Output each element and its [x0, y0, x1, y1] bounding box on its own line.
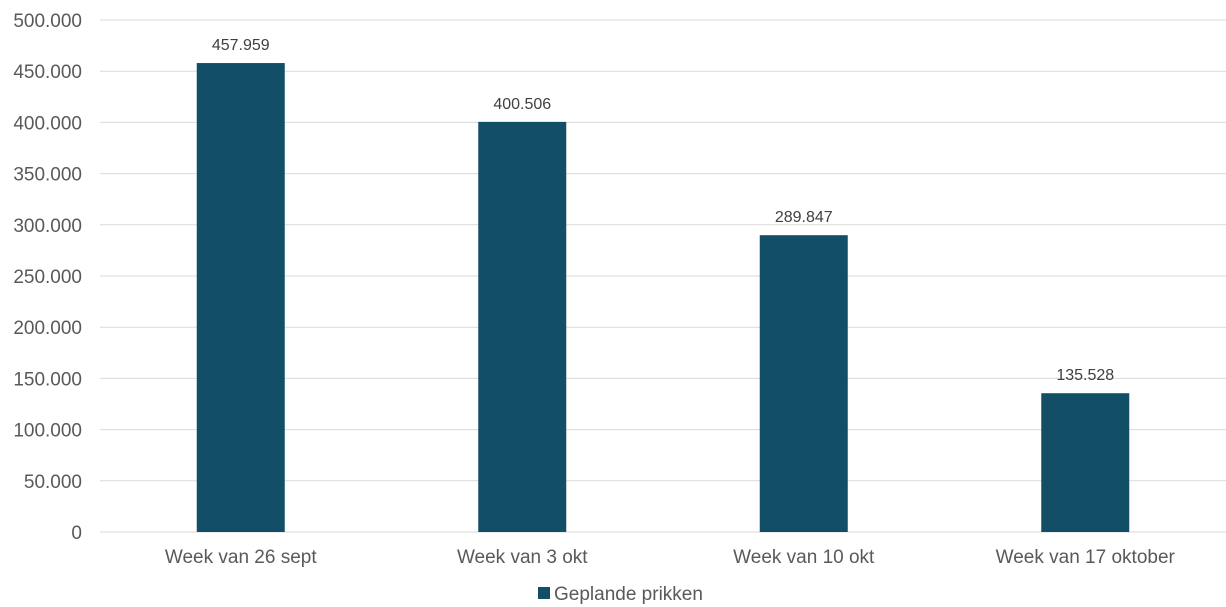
x-tick-label: Week van 26 sept [165, 547, 317, 568]
y-tick-label: 50.000 [24, 472, 82, 493]
legend-label: Geplande prikken [554, 584, 703, 605]
y-tick-label: 350.000 [13, 165, 82, 186]
x-axis-tick-labels: Week van 26 sept Week van 3 okt Week van 1… [165, 547, 1176, 568]
x-tick-label: Week van 3 okt [457, 547, 588, 568]
y-tick-label: 250.000 [13, 267, 82, 288]
y-axis-tick-labels: 0 50.000 100.000 150.000 200.000 250.000 300.0… [13, 11, 82, 544]
bar [759, 235, 848, 533]
data-label: 457.959 [212, 37, 270, 54]
data-label: 135.528 [1056, 367, 1114, 384]
x-tick-label: Week van 10 okt [733, 547, 875, 568]
bars [196, 63, 1130, 533]
y-tick-label: 200.000 [13, 318, 82, 339]
gridlines [100, 19, 1226, 533]
bar [1041, 393, 1130, 532]
y-tick-label: 400.000 [13, 113, 82, 134]
y-tick-label: 0 [71, 523, 82, 544]
y-tick-label: 300.000 [13, 216, 82, 237]
bar [478, 121, 567, 532]
x-tick-label: Week van 17 oktober [996, 547, 1176, 568]
y-tick-label: 100.000 [13, 421, 82, 442]
data-label: 289.847 [775, 209, 833, 226]
data-labels: 457.959 400.506 289.847 135.528 [212, 37, 1114, 384]
legend: Geplande prikken [538, 584, 703, 605]
y-tick-label: 150.000 [13, 369, 82, 390]
y-tick-label: 500.000 [13, 11, 82, 32]
data-label: 400.506 [493, 96, 551, 113]
bar [196, 63, 285, 532]
y-tick-label: 450.000 [13, 62, 82, 83]
legend-swatch [538, 587, 550, 599]
